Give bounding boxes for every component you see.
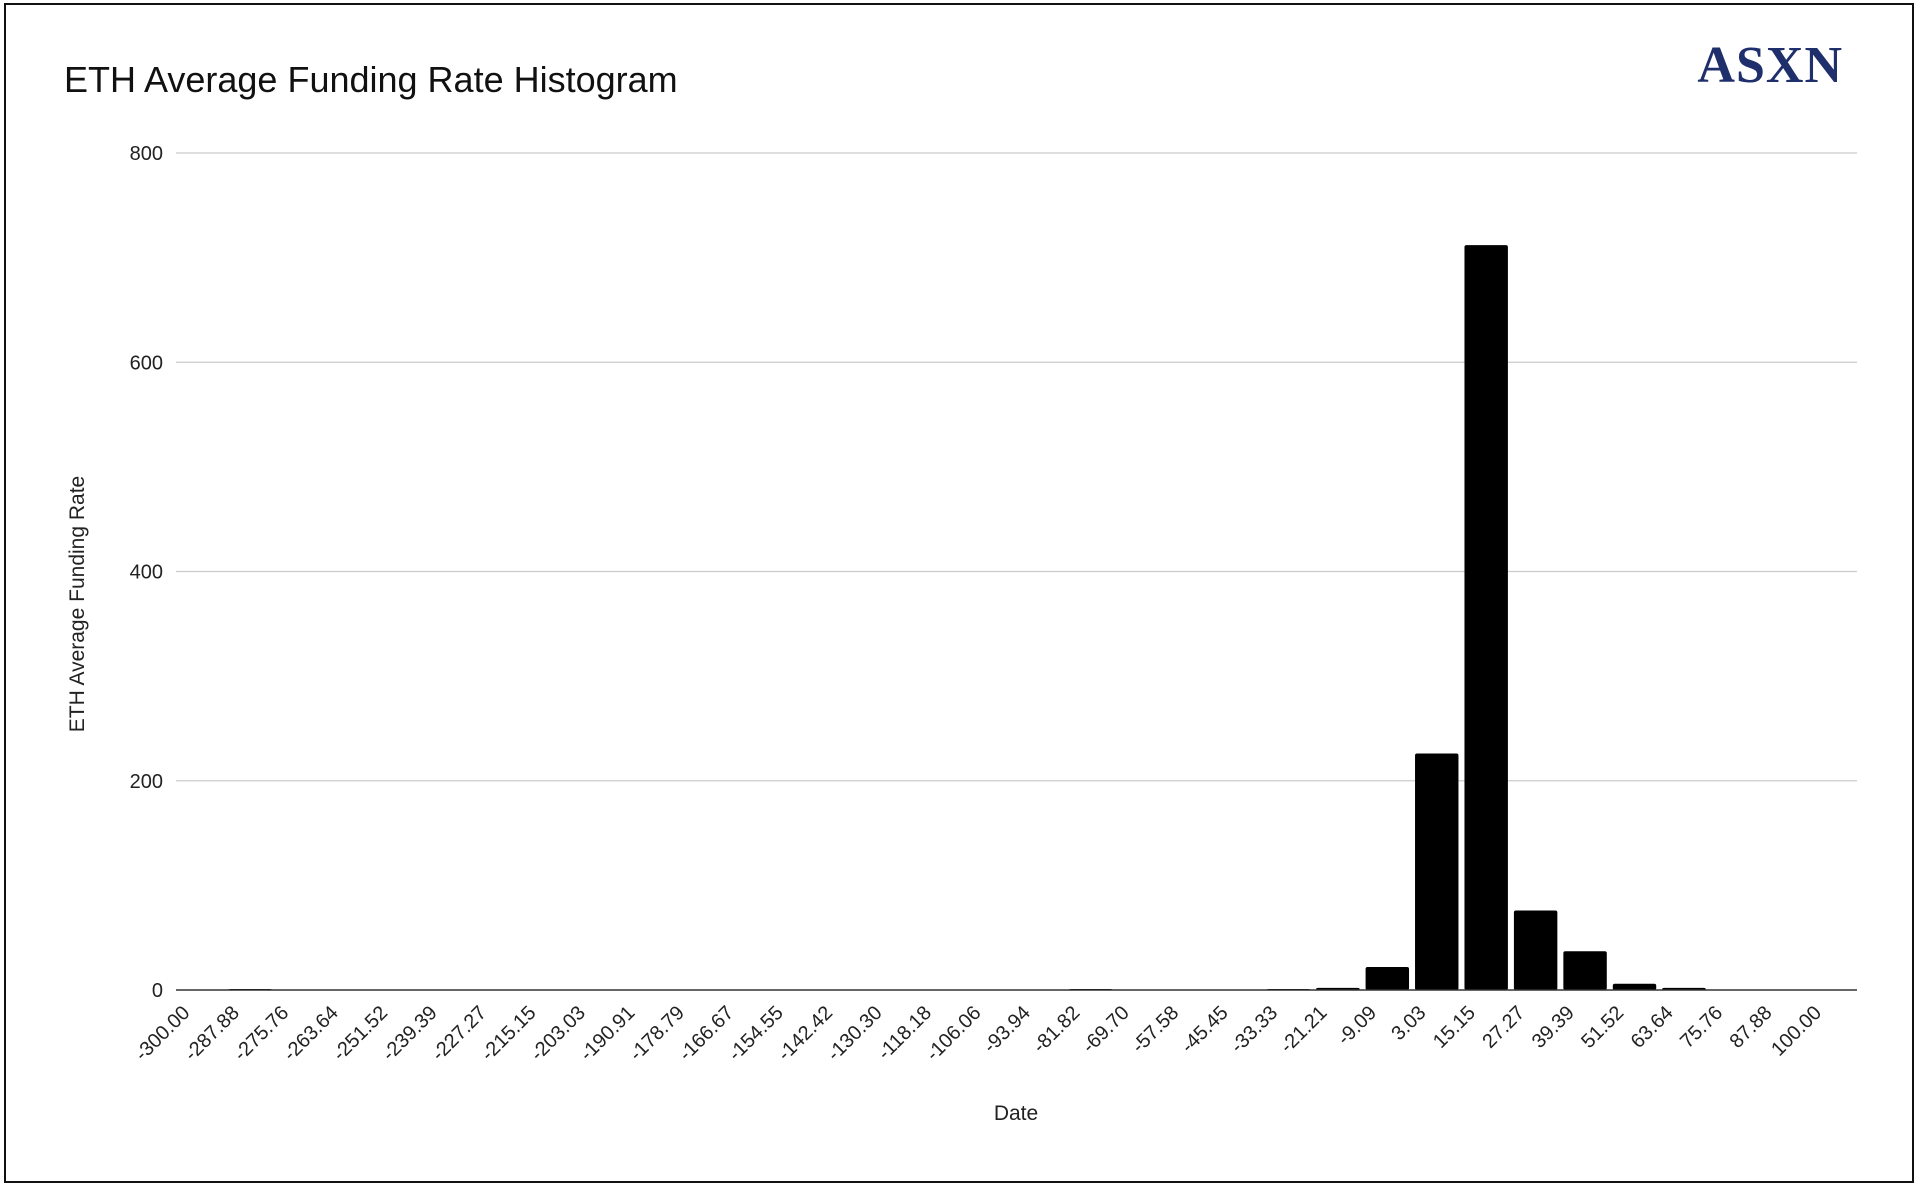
x-tick-label: 15.15 bbox=[1429, 1002, 1480, 1053]
y-tick-label: 600 bbox=[130, 352, 163, 374]
x-tick-label: 51.52 bbox=[1577, 1002, 1628, 1053]
x-tick-label: -300.00 bbox=[131, 1002, 195, 1066]
x-tick-label: 39.39 bbox=[1528, 1002, 1579, 1053]
x-tick-labels: -300.00-287.88-275.76-263.64-251.52-239.… bbox=[131, 1002, 1826, 1066]
bars bbox=[228, 245, 1706, 991]
x-tick-label: -227.27 bbox=[428, 1002, 492, 1066]
y-tick-label: 0 bbox=[152, 980, 163, 1002]
y-tick-label: 800 bbox=[130, 143, 163, 165]
histogram-bar bbox=[1612, 983, 1657, 990]
x-tick-label: -21.21 bbox=[1276, 1002, 1332, 1058]
x-tick-label: -9.09 bbox=[1333, 1002, 1381, 1050]
histogram-bar bbox=[1563, 951, 1607, 990]
x-tick-label: -57.58 bbox=[1128, 1002, 1184, 1058]
x-tick-label: -275.76 bbox=[230, 1002, 294, 1066]
x-tick-label: -33.33 bbox=[1226, 1002, 1282, 1058]
y-tick-labels: 0 200 400 600 800 bbox=[130, 143, 163, 1002]
x-tick-label: 63.64 bbox=[1627, 1002, 1678, 1053]
x-axis-label: Date bbox=[994, 1102, 1038, 1125]
histogram-bar bbox=[1415, 753, 1459, 990]
x-tick-label: 100.00 bbox=[1767, 1002, 1826, 1061]
x-tick-label: -215.15 bbox=[477, 1002, 541, 1066]
x-tick-label: -130.30 bbox=[823, 1002, 887, 1066]
y-axis-label: ETH Average Funding Rate bbox=[66, 476, 89, 732]
x-tick-label: -69.70 bbox=[1078, 1002, 1134, 1058]
x-tick-label: 3.03 bbox=[1387, 1002, 1430, 1045]
gridlines bbox=[176, 152, 1857, 782]
x-tick-label: -93.94 bbox=[979, 1002, 1035, 1058]
x-tick-label: -263.64 bbox=[279, 1002, 343, 1066]
x-tick-label: -239.39 bbox=[378, 1002, 442, 1066]
y-tick-label: 200 bbox=[130, 771, 163, 793]
histogram-bar bbox=[1464, 245, 1508, 990]
x-tick-label: -81.82 bbox=[1029, 1002, 1085, 1058]
chart-title: ETH Average Funding Rate Histogram bbox=[64, 59, 678, 100]
x-tick-label: -106.06 bbox=[922, 1002, 986, 1066]
x-tick-label: 27.27 bbox=[1478, 1002, 1529, 1053]
y-tick-label: 400 bbox=[130, 562, 163, 584]
x-tick-label: -154.55 bbox=[724, 1002, 788, 1066]
histogram-bar bbox=[1365, 966, 1410, 990]
brand-logo: ASXN bbox=[1697, 37, 1843, 94]
x-tick-label: -287.88 bbox=[180, 1002, 244, 1066]
x-tick-label: -45.45 bbox=[1177, 1002, 1233, 1058]
x-tick-label: -166.67 bbox=[675, 1002, 739, 1066]
x-tick-label: -190.91 bbox=[576, 1002, 640, 1066]
histogram-bar bbox=[1513, 910, 1558, 990]
x-tick-label: -203.03 bbox=[526, 1002, 590, 1066]
x-tick-label: -251.52 bbox=[329, 1002, 393, 1066]
x-tick-label: -142.42 bbox=[774, 1002, 838, 1066]
x-tick-label: 75.76 bbox=[1676, 1002, 1727, 1053]
x-tick-label: -178.79 bbox=[625, 1002, 689, 1066]
